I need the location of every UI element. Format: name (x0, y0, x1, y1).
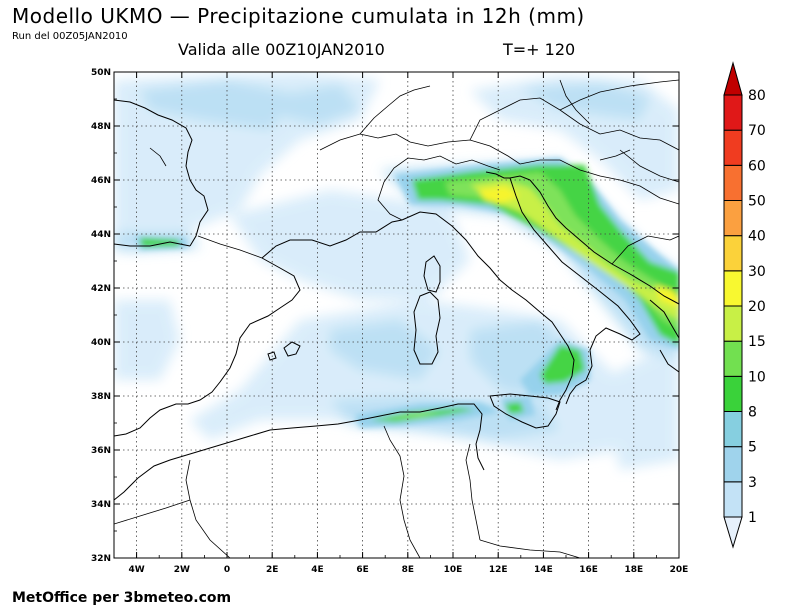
colorbar-label: 60 (748, 158, 766, 174)
lat-tick-label: 34N (91, 500, 111, 510)
run-info: Run del 00Z05JAN2010 (12, 31, 128, 42)
colorbar-label: 10 (748, 369, 766, 385)
credit-text: MetOffice per 3bmeteo.com (12, 590, 232, 606)
lat-tick-label: 32N (91, 554, 111, 564)
lon-tick-label: 12E (489, 565, 508, 575)
colorbar-label: 30 (748, 264, 766, 280)
colorbar-box (723, 270, 743, 307)
colorbar: 1 3 5 8 10 15 20 30 40 50 60 70 80 (723, 61, 766, 549)
colorbar-box (723, 446, 743, 483)
colorbar-box (723, 235, 743, 272)
lon-tick-label: 4W (128, 565, 144, 575)
lon-tick-label: 8E (402, 565, 414, 575)
colorbar-box (723, 94, 743, 131)
colorbar-box (723, 305, 743, 342)
lon-tick-label: 20E (670, 565, 689, 575)
lon-tick-label: 2E (266, 565, 278, 575)
lat-tick-label: 36N (91, 446, 111, 456)
lon-tick-label: 16E (579, 565, 598, 575)
colorbar-box (723, 129, 743, 166)
colorbar-box (723, 375, 743, 413)
colorbar-box (723, 164, 743, 201)
lon-tick-label: 2W (174, 565, 190, 575)
lon-tick-label: 4E (311, 565, 323, 575)
lat-tick-label: 50N (91, 68, 111, 78)
coastlines (114, 99, 679, 501)
lon-tick-label: 6E (356, 565, 368, 575)
map-title: Modello UKMO — Precipitazione cumulata i… (12, 4, 585, 28)
valid-time: Valida alle 00Z10JAN2010 (178, 40, 385, 59)
colorbar-label: 8 (748, 405, 757, 421)
lat-tick-label: 44N (91, 230, 111, 240)
lat-tick-label: 42N (91, 284, 111, 294)
lon-axis: 4W 2W 0 2E 4E 6E 8E 10E 12E 14E 16E 18E 20E (113, 72, 689, 575)
lat-tick-label: 38N (91, 392, 111, 402)
lon-tick-label: 18E (624, 565, 643, 575)
colorbar-box (723, 481, 743, 518)
colorbar-box (723, 200, 743, 237)
colorbar-label: 50 (748, 194, 766, 210)
colorbar-label: 5 (748, 440, 757, 456)
lat-tick-label: 40N (91, 338, 111, 348)
lat-lon-grid (114, 72, 679, 558)
forecast-step: T=+ 120 (503, 40, 576, 59)
lon-tick-label: 0 (224, 565, 230, 575)
lat-axis: 50N 48N 46N 44N 42N 40N 38N 36N 34N 32N (91, 68, 679, 564)
lat-tick-label: 46N (91, 176, 111, 186)
lon-tick-label: 10E (444, 565, 463, 575)
lon-tick-label: 14E (534, 565, 553, 575)
colorbar-label: 20 (748, 299, 766, 315)
colorbar-box (723, 340, 743, 377)
lat-tick-label: 48N (91, 122, 111, 132)
colorbar-top-arrow (723, 61, 743, 96)
colorbar-label: 70 (748, 123, 766, 139)
colorbar-label: 40 (748, 229, 766, 245)
colorbar-box (723, 411, 743, 448)
colorbar-label: 3 (748, 475, 757, 491)
country-borders (114, 79, 679, 558)
colorbar-label: 80 (748, 88, 766, 104)
colorbar-label: 15 (748, 334, 766, 350)
precipitation-field (114, 72, 679, 470)
colorbar-label: 1 (748, 510, 757, 526)
colorbar-bottom-arrow (723, 516, 743, 549)
